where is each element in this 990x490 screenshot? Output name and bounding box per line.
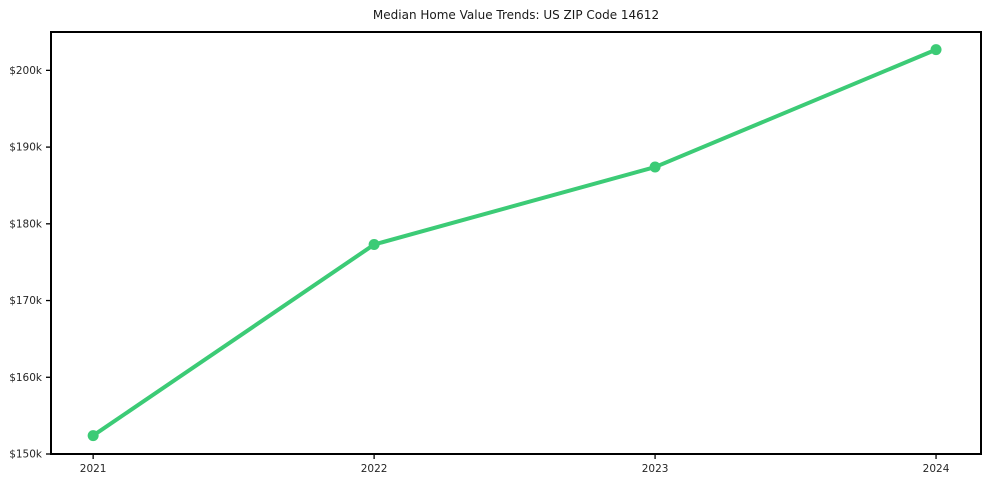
data-point-marker [87, 430, 99, 442]
y-tick-label: $160k [9, 372, 43, 384]
x-tick-label: 2023 [642, 463, 669, 475]
x-tick-label: 2024 [923, 463, 950, 475]
plot-border [50, 31, 982, 455]
x-tick-label: 2022 [361, 463, 388, 475]
x-tick-label: 2021 [80, 463, 107, 475]
y-tick-label: $200k [9, 65, 43, 77]
trend-line [91, 47, 939, 438]
data-point-marker [368, 239, 380, 251]
data-point-marker [649, 161, 661, 173]
data-point-marker [930, 44, 942, 56]
y-tick-label: $190k [9, 142, 43, 154]
chart-title: Median Home Value Trends: US ZIP Code 14… [372, 8, 660, 22]
y-tick-label: $150k [9, 449, 43, 461]
y-tick-label: $170k [9, 295, 43, 307]
y-tick-label: $180k [9, 218, 43, 230]
